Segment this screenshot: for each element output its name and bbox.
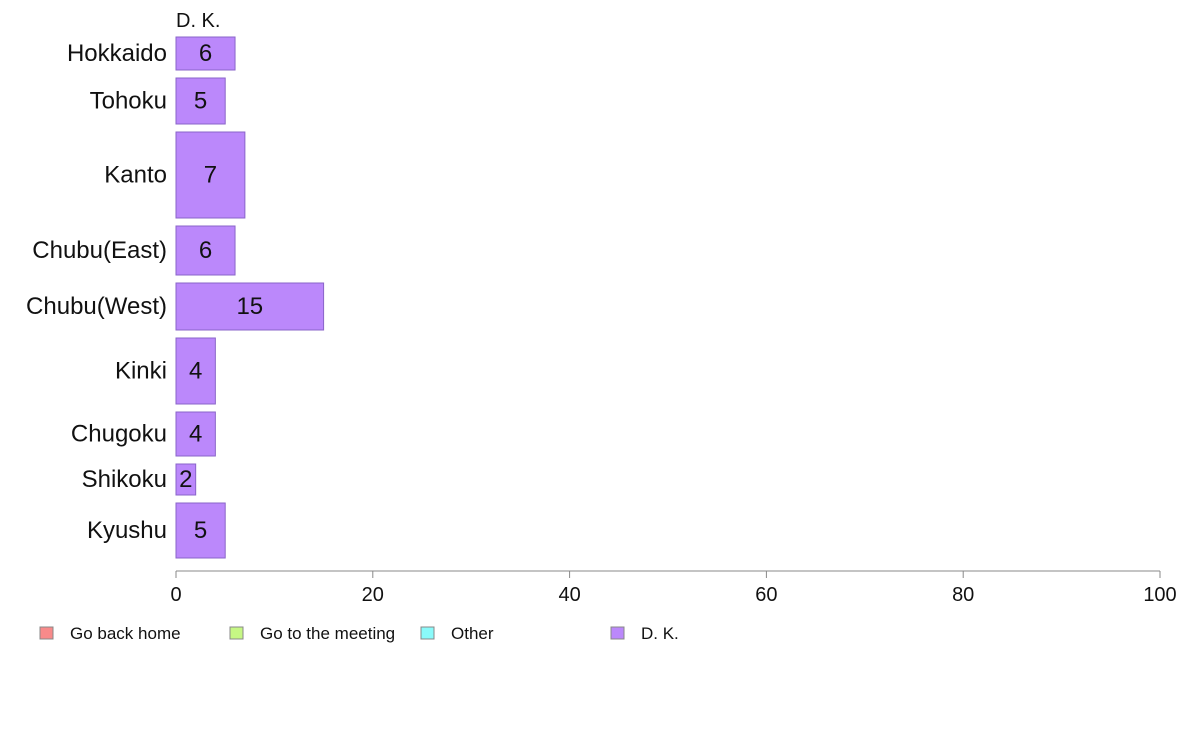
category-labels-group: Hokkaido Tohoku Kanto Chubu(East) Chubu(West… — [26, 40, 167, 544]
category-label: Chubu(East) — [32, 237, 167, 264]
category-label: Chugoku — [71, 421, 167, 448]
category-label: Tohoku — [90, 88, 167, 115]
bar-chugoku-s3 — [175, 411, 216, 457]
data-label: 4 — [189, 421, 202, 448]
x-tick-label: 20 — [362, 584, 384, 606]
bar-kanto-s3 — [175, 131, 246, 219]
data-label: 7 — [204, 162, 217, 189]
bar-kyushu-s3 — [175, 502, 226, 559]
bar-chubu-east--s3 — [175, 225, 236, 276]
data-label: 4 — [189, 358, 202, 385]
category-label: Shikoku — [82, 466, 167, 493]
legend-label: Go to the meeting — [260, 624, 395, 643]
bar-tohoku-s3 — [175, 77, 226, 125]
x-tick-label: 80 — [952, 584, 974, 606]
legend-swatch — [610, 626, 625, 640]
x-tick-label: 100 — [1143, 584, 1176, 606]
bar-kinki-s3 — [175, 337, 216, 405]
data-label: 15 — [236, 293, 263, 320]
x-tick-label: 40 — [558, 584, 580, 606]
legend-label: Go back home — [70, 624, 181, 643]
bars-group — [175, 36, 325, 559]
legend-label: D. K. — [641, 624, 679, 643]
series-header-label: D. K. — [176, 10, 220, 32]
category-label: Chubu(West) — [26, 293, 167, 320]
legend-swatch — [229, 626, 244, 640]
data-label: 5 — [194, 517, 207, 544]
legend-swatch — [39, 626, 54, 640]
bar-chubu-west--s3 — [175, 282, 325, 331]
data-label: 6 — [199, 40, 212, 67]
bar-shikoku-s3 — [175, 463, 197, 496]
x-axis: 0 20 40 60 80 100 — [170, 570, 1177, 606]
x-tick-label: 60 — [755, 584, 777, 606]
legend: Go back home Go to the meeting Other D. K. — [39, 624, 679, 643]
legend-swatch — [420, 626, 435, 640]
category-label: Hokkaido — [67, 40, 167, 67]
data-label: 6 — [199, 237, 212, 264]
legend-label: Other — [451, 624, 494, 643]
data-label: 2 — [179, 466, 192, 493]
bar-hokkaido-s3 — [175, 36, 236, 71]
data-label: 5 — [194, 88, 207, 115]
category-label: Kanto — [104, 162, 167, 189]
x-tick-label: 0 — [170, 584, 181, 606]
category-label: Kinki — [115, 358, 167, 385]
category-label: Kyushu — [87, 517, 167, 544]
